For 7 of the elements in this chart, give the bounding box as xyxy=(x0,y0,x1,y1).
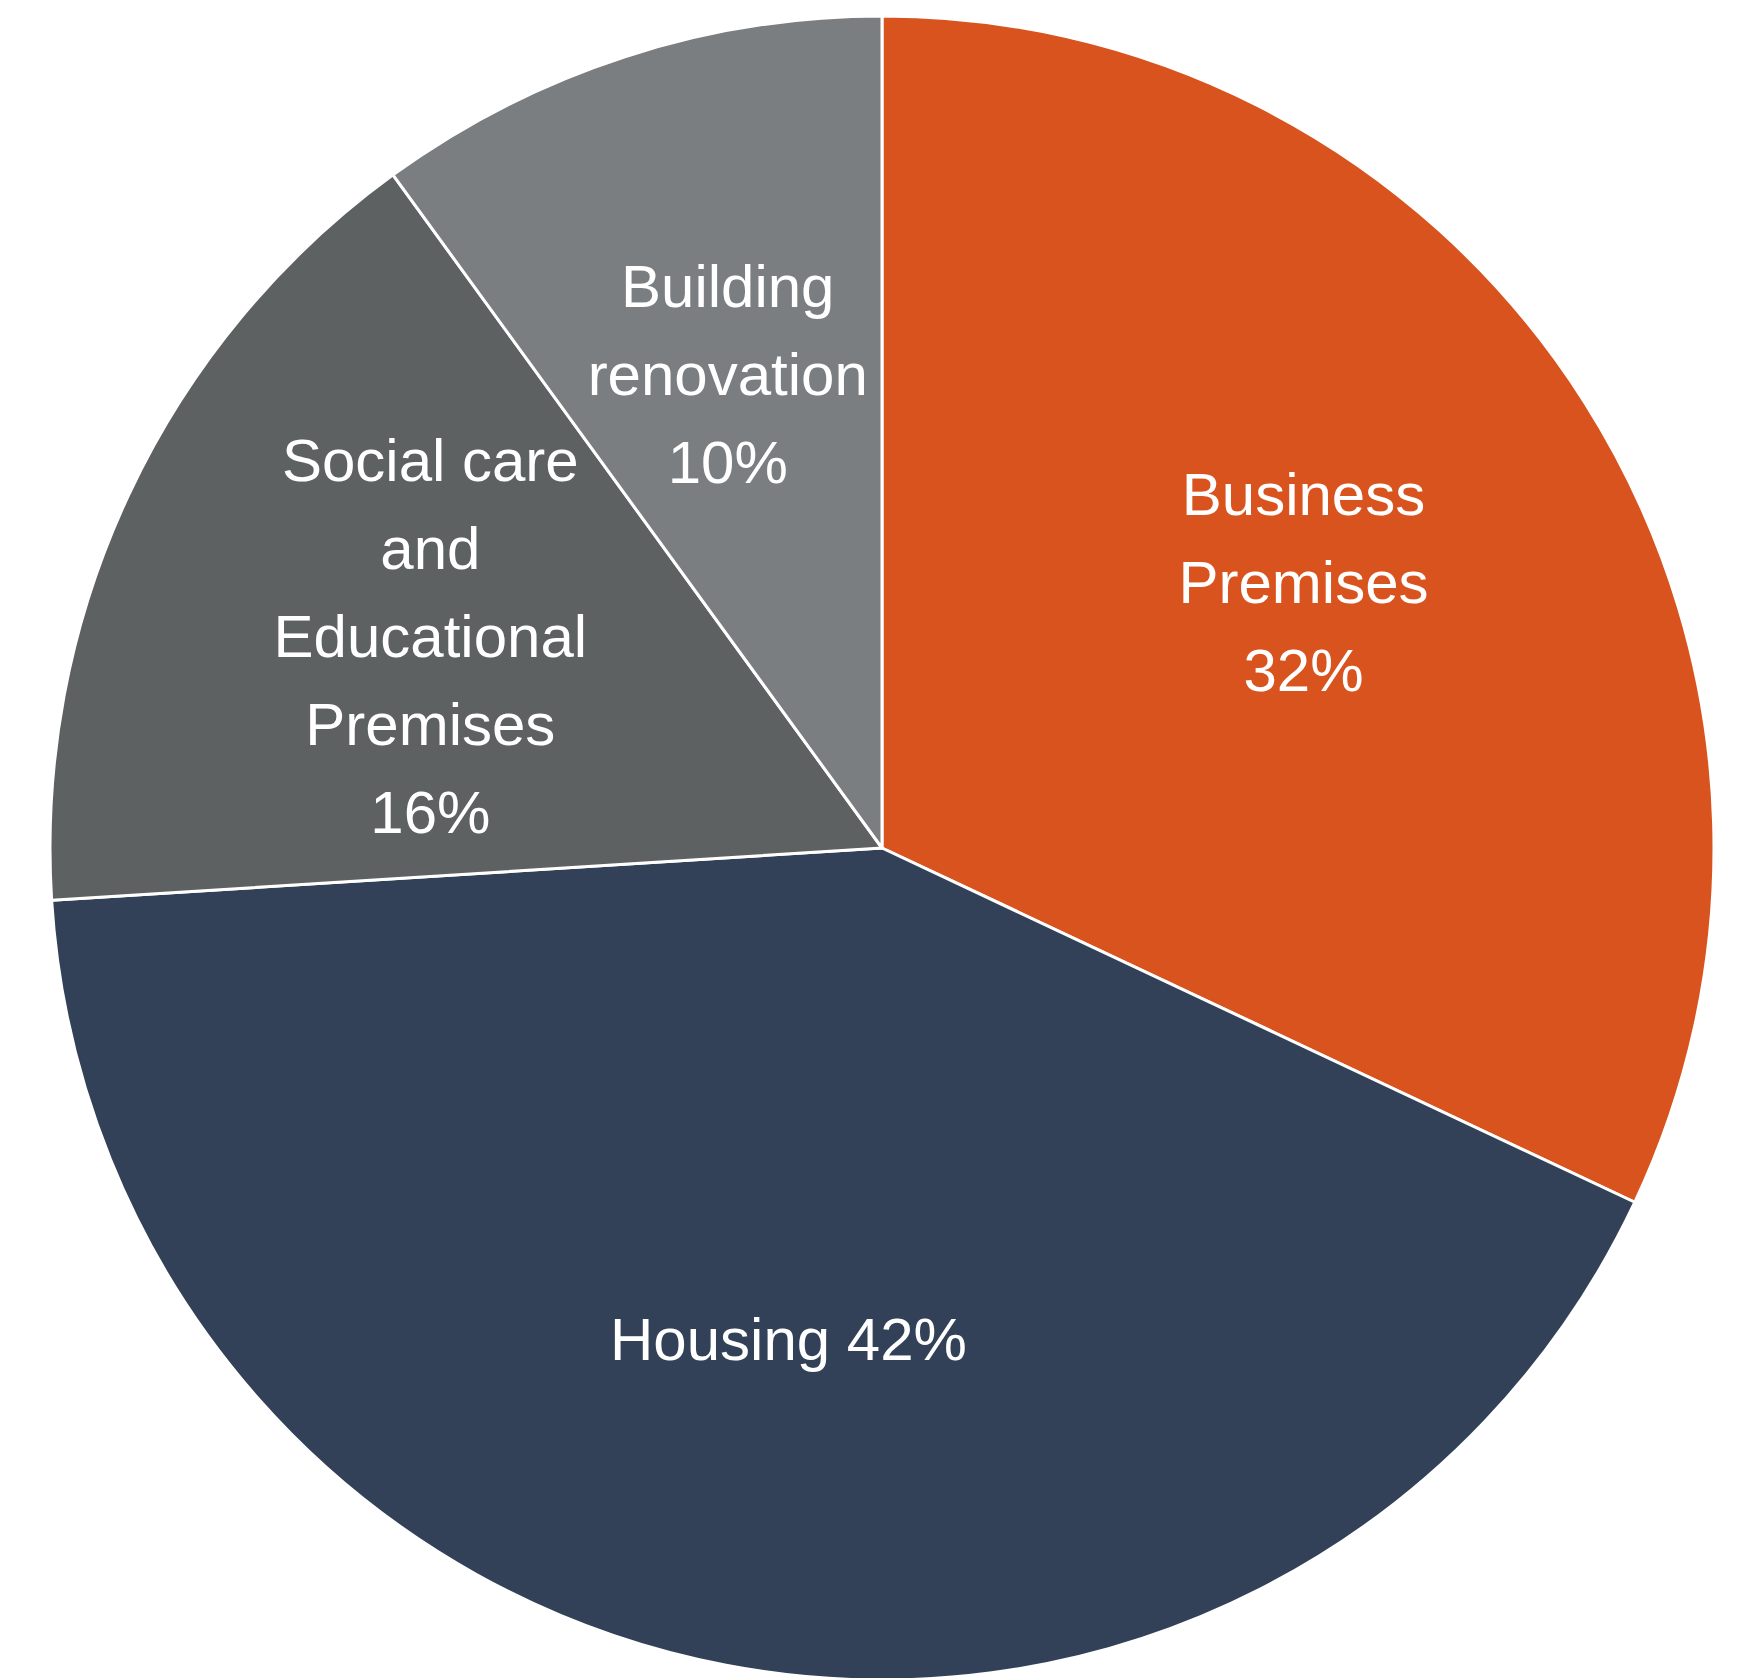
slice-label: Building renovation xyxy=(587,253,868,409)
slice-label: Business Premises xyxy=(1178,460,1429,616)
slice-label: Housing 42% xyxy=(610,1306,967,1374)
data-label: 32% xyxy=(1243,636,1364,704)
slice-label: Social care and Educational Premises xyxy=(273,427,588,759)
data-label: 10% xyxy=(667,429,788,497)
data-label: 16% xyxy=(370,779,491,847)
